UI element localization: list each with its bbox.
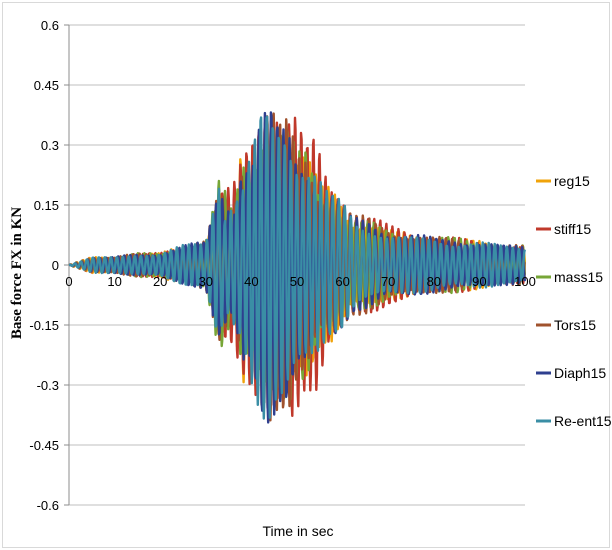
y-tick-label-2: 0.3 (41, 138, 59, 153)
x-tick-label-8: 80 (427, 274, 441, 289)
y-tick-label-7: -0.45 (29, 438, 59, 453)
x-tick-label-3: 30 (199, 274, 213, 289)
series-line-Re-ent15 (68, 115, 526, 420)
series-lines (68, 111, 526, 424)
x-tick-label-9: 90 (472, 274, 486, 289)
legend-label-mass15: mass15 (554, 269, 603, 285)
x-tick-label-10: 100 (514, 274, 536, 289)
x-tick-label-0: 0 (65, 274, 72, 289)
legend-label-Diaph15: Diaph15 (554, 365, 606, 381)
legend-label-Tors15: Tors15 (554, 317, 596, 333)
y-tick-label-3: 0.15 (34, 198, 59, 213)
x-tick-label-6: 60 (335, 274, 349, 289)
legend-label-Re-ent15: Re-ent15 (554, 413, 611, 429)
y-tick-label-4: 0 (52, 258, 59, 273)
y-tick-label-0: 0.6 (41, 18, 59, 33)
x-tick-labels: 0 10 20 30 40 50 60 70 80 90 100 (65, 274, 535, 289)
y-tick-label-6: -0.3 (37, 378, 59, 393)
y-tick-labels: 0.6 0.45 0.3 0.15 0 -0.15 -0.3 -0.45 -0.6 (29, 18, 59, 513)
x-tick-label-2: 20 (153, 274, 167, 289)
legend-label-reg15: reg15 (554, 173, 590, 189)
legend: reg15 stiff15 mass15 Tors15 Diaph15 Re-ent15 (536, 173, 611, 429)
y-tick-label-5: -0.15 (29, 318, 59, 333)
x-axis-label: Time in sec (262, 523, 333, 539)
y-tick-label-8: -0.6 (37, 498, 59, 513)
x-tick-label-4: 40 (244, 274, 258, 289)
x-tick-label-5: 50 (290, 274, 304, 289)
x-tick-label-1: 10 (107, 274, 121, 289)
x-tick-label-7: 70 (381, 274, 395, 289)
legend-label-stiff15: stiff15 (554, 221, 591, 237)
y-axis-label: Base force FX in KN (9, 207, 25, 339)
line-chart: 0.6 0.45 0.3 0.15 0 -0.15 -0.3 -0.45 -0.6 0 10 20 3… (9, 18, 611, 539)
y-tick-label-1: 0.45 (34, 78, 59, 93)
